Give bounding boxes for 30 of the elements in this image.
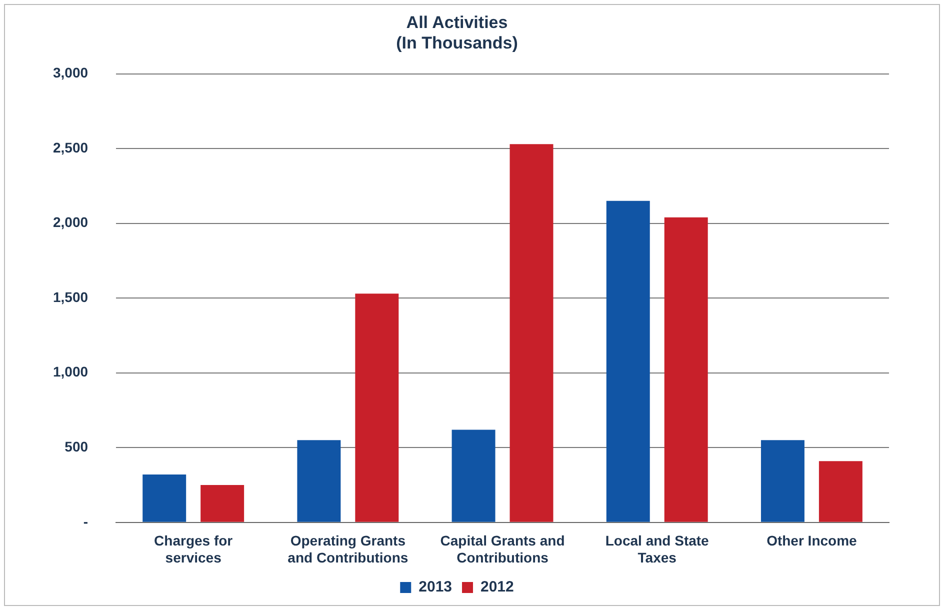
- bar: [664, 217, 708, 522]
- text: (In Thousands): [396, 33, 518, 52]
- y-tick-label: -: [83, 513, 88, 530]
- y-tick-label: 2,000: [52, 214, 88, 230]
- category-label: Capital Grants and: [440, 532, 565, 549]
- y-tick-label: 1,500: [52, 288, 88, 305]
- text: All Activities: [406, 12, 508, 32]
- category-label: Operating Grants: [290, 532, 406, 549]
- y-tick-label: 3,000: [52, 64, 88, 81]
- category-label: Taxes: [638, 549, 676, 566]
- bar: [818, 461, 862, 522]
- bar: [297, 440, 341, 522]
- legend-label: 2012: [480, 578, 514, 596]
- y-tick-label: 2,500: [52, 139, 88, 156]
- legend-label: 2013: [418, 578, 452, 596]
- bar: [355, 294, 399, 522]
- category-label: Other Income: [766, 532, 857, 549]
- bar: [510, 144, 554, 522]
- category-label: Local and State: [605, 532, 709, 549]
- category-label: services: [165, 549, 222, 566]
- y-tick-label: 1,000: [52, 364, 88, 380]
- bar: [760, 440, 804, 522]
- category-label: and Contributions: [288, 549, 408, 566]
- category-label: Charges for: [154, 532, 233, 549]
- category-label: Contributions: [456, 549, 548, 566]
- bar: [606, 200, 650, 522]
- y-tick-label: 500: [64, 438, 88, 454]
- bar: [200, 485, 244, 522]
- bar: [142, 474, 186, 522]
- bar: [452, 430, 496, 522]
